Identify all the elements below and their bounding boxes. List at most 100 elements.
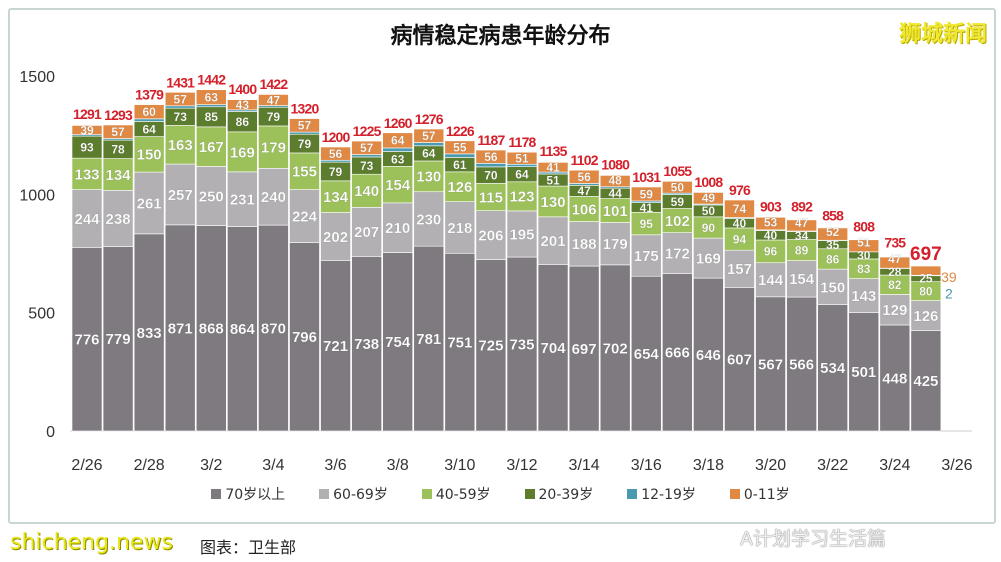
bar-segment-40-59岁 (289, 152, 320, 190)
bar-segment-70岁以上 (817, 304, 848, 432)
data-label: 833 (137, 325, 162, 342)
total-label: 1442 (197, 72, 226, 88)
data-label: 57 (174, 92, 188, 106)
data-label: 238 (106, 211, 131, 228)
bar-segment-70岁以上 (848, 312, 880, 432)
bar-segment-0-11岁 (724, 199, 755, 218)
data-label: 201 (541, 233, 566, 250)
data-label: 101 (603, 203, 628, 220)
data-label: 130 (541, 194, 566, 211)
data-label: 126 (447, 179, 472, 196)
data-label: 55 (453, 141, 467, 155)
bar-segment-60-69岁 (227, 171, 258, 227)
total-label: 1200 (322, 129, 351, 145)
bar-segment-0-11岁 (164, 92, 196, 107)
bar-segment-70岁以上 (289, 242, 320, 432)
x-tick-label: 2/28 (134, 457, 165, 474)
bar-segment-70岁以上 (102, 246, 134, 432)
bar-segment-0-11岁 (289, 118, 320, 133)
data-label: 57 (298, 119, 312, 133)
bar-segment-40-59岁 (195, 126, 227, 167)
bar-segment-70岁以上 (258, 224, 289, 432)
data-label: 41 (640, 201, 654, 215)
data-label: 79 (298, 137, 312, 151)
bar-segment-0-11岁 (506, 151, 538, 165)
data-label: 59 (671, 195, 685, 209)
data-label: 57 (111, 125, 125, 139)
total-label: 858 (822, 208, 844, 224)
data-label: 64 (515, 168, 529, 182)
bar-segment-70岁以上 (724, 287, 755, 432)
x-tick-label: 3/6 (324, 457, 346, 474)
bar-segment-0-11岁 (320, 146, 351, 161)
data-label: 448 (882, 370, 907, 387)
data-label: 30 (857, 249, 871, 263)
x-tick-label: 2/26 (71, 457, 102, 474)
total-label: 1080 (601, 156, 630, 172)
bar-segment-0-11岁 (351, 140, 382, 155)
data-label: 70 (484, 168, 498, 182)
data-label: 218 (447, 220, 472, 237)
total-label: 1320 (291, 101, 320, 117)
bar-segment-0-11岁 (662, 181, 693, 194)
bar-segment-60-69岁 (910, 300, 942, 331)
data-label: 167 (199, 139, 224, 156)
total-label: 1276 (415, 111, 444, 127)
data-label: 95 (640, 217, 654, 231)
data-label: 49 (702, 191, 716, 205)
data-label: 51 (546, 173, 560, 187)
bar-segment-70岁以上 (133, 233, 165, 432)
bar-segment-40-59岁 (164, 125, 196, 165)
data-label: 195 (509, 226, 534, 243)
data-label: 86 (826, 252, 840, 266)
data-label: 123 (509, 189, 534, 206)
bar-segment-60-69岁 (879, 294, 911, 326)
total-label: 903 (760, 198, 782, 214)
data-label: 150 (137, 147, 162, 164)
data-label: 157 (727, 261, 752, 278)
data-label: 63 (391, 152, 405, 166)
data-label: 172 (665, 245, 690, 262)
total-label: 1291 (73, 106, 102, 122)
bar-segment-40-59岁 (568, 196, 600, 222)
data-label: 704 (541, 340, 567, 357)
data-label: 53 (764, 216, 778, 230)
data-label: 776 (74, 332, 99, 349)
bar-segment-70岁以上 (879, 324, 911, 432)
bar-segment-40-59岁 (662, 208, 693, 233)
data-label: 134 (323, 189, 349, 206)
wechat-watermark: A计划学习生活篇 (740, 528, 886, 550)
data-label: 61 (453, 158, 467, 172)
legend-item: 70岁以上 (211, 484, 285, 504)
data-label: 534 (820, 360, 846, 377)
data-label: 779 (106, 331, 131, 348)
data-label: 188 (572, 236, 597, 253)
bar-segment-40-59岁 (475, 183, 507, 211)
data-label: 207 (354, 224, 379, 241)
bar-segment-0-11岁 (444, 140, 476, 155)
y-tick-label: 0 (46, 424, 55, 441)
bar-segment-0-11岁 (382, 132, 414, 149)
bar-segment-12-19岁 (133, 118, 165, 122)
data-label: 79 (329, 165, 343, 179)
total-label: 1422 (259, 76, 288, 92)
data-label: 102 (665, 213, 690, 230)
data-label: 781 (416, 331, 441, 348)
bar-segment-60-69岁 (537, 216, 569, 265)
legend-swatch (627, 489, 638, 499)
bar-segment-0-11岁 (817, 227, 848, 241)
data-label: 870 (261, 320, 286, 337)
bar-segment-60-69岁 (848, 278, 880, 313)
data-label: 738 (354, 336, 379, 353)
bar-segment-60-69岁 (444, 201, 476, 254)
total-label: 1102 (571, 152, 599, 168)
data-label: 41 (546, 160, 560, 174)
bar-segment-0-11岁 (537, 162, 569, 173)
bar-segment-0-11岁 (848, 239, 880, 253)
data-label: 40 (764, 229, 778, 243)
bar-segment-12-19岁 (382, 147, 414, 152)
data-label: 51 (515, 152, 529, 166)
bar-segment-60-69岁 (164, 163, 196, 226)
x-tick-label: 3/20 (755, 457, 786, 474)
bar-segment-0-11岁 (195, 89, 227, 105)
